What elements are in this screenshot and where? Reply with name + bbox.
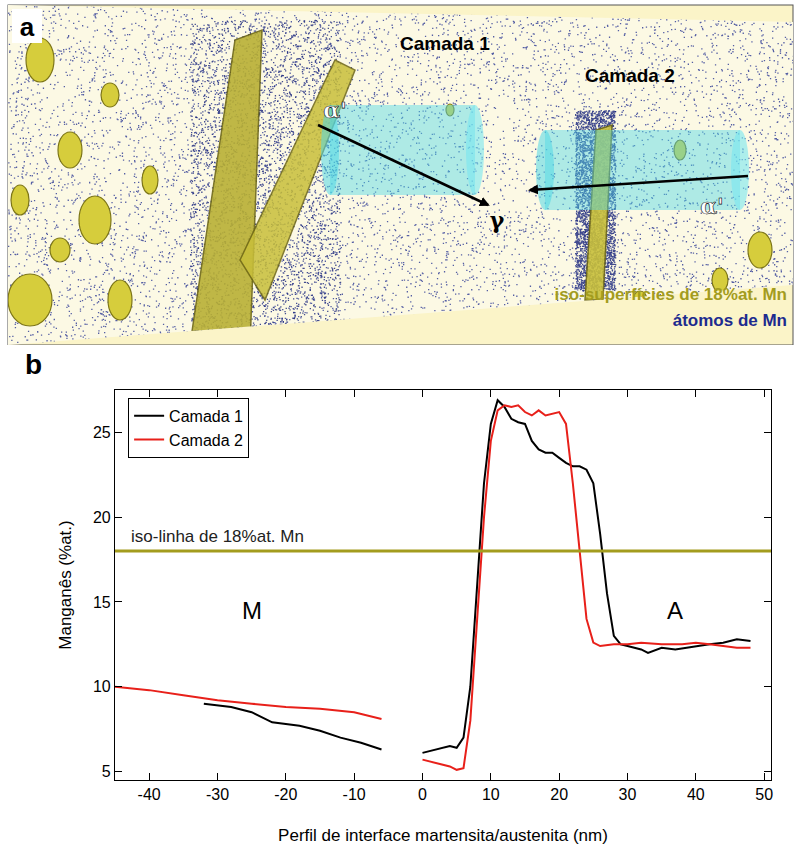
svg-text:Camada 1: Camada 1 [400,33,490,54]
svg-text:Manganês (%at.): Manganês (%at.) [56,520,75,649]
svg-text:Camada 1: Camada 1 [169,408,243,425]
svg-text:iso-superfícies de 18%at. Mn: iso-superfícies de 18%at. Mn [555,285,787,304]
svg-text:γ: γ [490,207,505,233]
svg-text:Camada 2: Camada 2 [585,65,675,86]
svg-text:5: 5 [102,763,111,780]
svg-text:α': α' [323,97,347,123]
svg-text:10: 10 [93,678,111,695]
svg-text:20: 20 [550,786,568,803]
svg-text:15: 15 [93,594,111,611]
svg-text:M: M [242,597,262,624]
svg-text:50: 50 [755,786,773,803]
svg-text:-10: -10 [343,786,366,803]
svg-text:Perfil de interface martensita: Perfil de interface martensita/austenita… [278,826,608,845]
svg-text:A: A [667,597,683,624]
svg-text:α': α' [700,193,724,219]
svg-text:40: 40 [687,786,705,803]
svg-text:0: 0 [418,786,427,803]
svg-text:b: b [25,349,42,380]
svg-text:átomos de Mn: átomos de Mn [673,311,787,330]
svg-text:30: 30 [619,786,637,803]
svg-text:-30: -30 [206,786,229,803]
svg-text:-20: -20 [274,786,297,803]
svg-text:20: 20 [93,509,111,526]
svg-text:-40: -40 [138,786,161,803]
svg-text:iso-linha de 18%at. Mn: iso-linha de 18%at. Mn [131,527,304,546]
svg-text:a: a [20,12,35,42]
svg-text:10: 10 [482,786,500,803]
svg-text:25: 25 [93,424,111,441]
svg-text:Camada 2: Camada 2 [169,432,243,449]
